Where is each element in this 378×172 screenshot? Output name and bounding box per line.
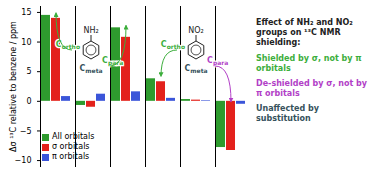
html-text:De-shielded by σ, not by π orb: De-shielded by σ, not by π orbitals [256, 79, 367, 98]
svg-text:−5: −5 [20, 127, 32, 136]
svg-text:Δσ ¹³C relative to benzene / p: Δσ ¹³C relative to benzene / ppm [9, 21, 18, 152]
html-text:π orbitals: π orbitals [52, 152, 90, 161]
svg-text:NH₂: NH₂ [83, 26, 98, 35]
svg-text:0: 0 [26, 97, 31, 106]
svg-text:Cmeta: Cmeta [184, 64, 207, 74]
svg-text:10: 10 [21, 38, 31, 47]
svg-text:Cortho: Cortho [161, 40, 185, 50]
svg-text:15: 15 [21, 8, 31, 17]
svg-text:NO₂: NO₂ [188, 26, 204, 35]
html-text:Shielded by σ, not by π orbita: Shielded by σ, not by π orbitals [256, 54, 362, 73]
svg-text:5: 5 [26, 67, 31, 76]
svg-text:Cmeta: Cmeta [79, 64, 102, 74]
html-text:Effect of NH₂ and NO₂ groups o: Effect of NH₂ and NO₂ groups on ¹³C NMR … [256, 18, 353, 47]
svg-text:Cpara: Cpara [207, 56, 228, 67]
svg-text:Cortho: Cortho [56, 40, 80, 50]
html-text:σ orbitals: σ orbitals [52, 142, 90, 151]
svg-text:Cpara: Cpara [102, 56, 123, 67]
svg-text:−10: −10 [15, 156, 32, 165]
html-text:All orbitals: All orbitals [52, 132, 95, 141]
html-text:Unaffected by substitution: Unaffected by substitution [256, 104, 319, 123]
